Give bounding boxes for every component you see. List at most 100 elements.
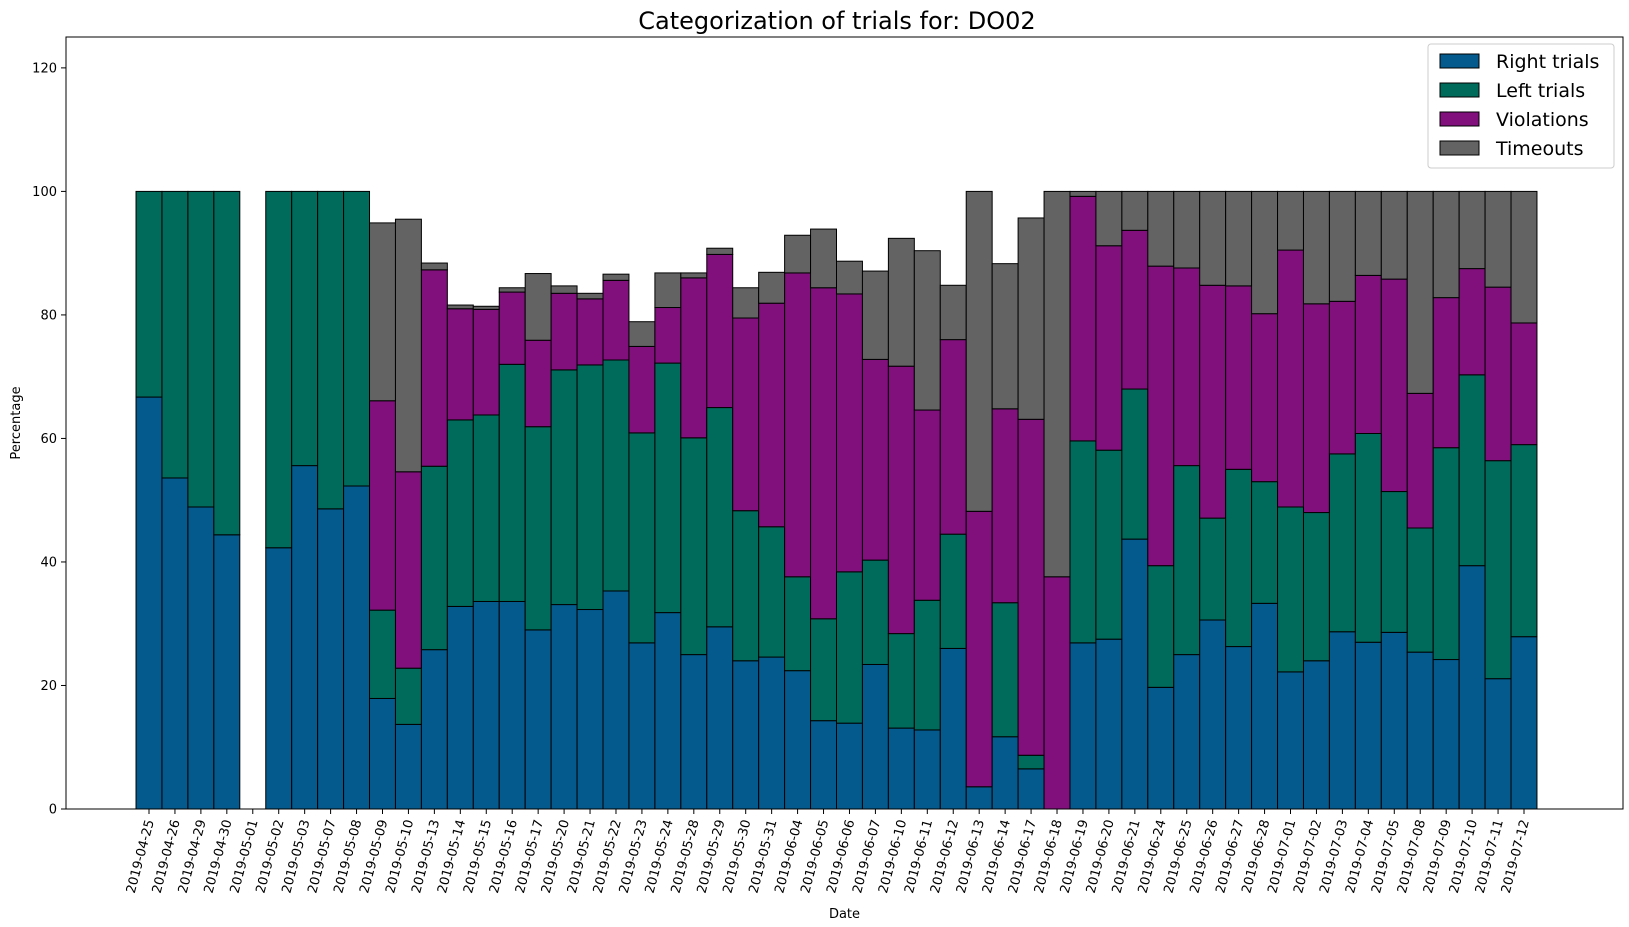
bar-segment-right-trials [420,649,448,810]
bar-segment-left-trials [654,362,682,614]
bar-segment-left-trials [550,369,578,606]
bar-segment-left-trials [1432,447,1460,661]
bar-segment-timeouts [1302,190,1330,305]
bar-segment-right-trials [784,670,812,810]
bar-segment-violations [576,298,604,366]
bar-segment-timeouts [1095,190,1123,247]
bar-segment-timeouts [887,237,915,367]
y-axis-label: Percentage [9,386,24,459]
bar-segment-right-trials [1380,631,1408,810]
bar-segment-right-trials [1069,642,1097,810]
bar-segment-right-trials [1017,768,1045,810]
bar-segment-right-trials [394,723,422,810]
bar-segment-left-trials [1354,433,1382,643]
bar-segment-violations [369,400,396,611]
bar-segment-violations [524,339,552,428]
bar-segment-timeouts [1432,190,1460,299]
y-tick-label: 20 [40,679,57,694]
bar-segment-right-trials [213,534,241,810]
bars-layer [135,190,1538,810]
y-tick-label: 0 [49,803,57,818]
bar-segment-left-trials [343,190,371,487]
bar-segment-violations [394,471,422,669]
bar-segment-timeouts [680,272,708,279]
bar-segment-timeouts [1121,190,1149,231]
bar-segment-violations [446,308,474,421]
bar-segment-left-trials [861,559,889,665]
y-tick-label: 120 [32,61,57,76]
bar-segment-violations [1095,245,1123,451]
bar-segment-left-trials [602,359,630,592]
bar-segment-left-trials [1121,388,1149,540]
bar-segment-right-trials [446,605,474,810]
bar-segment-left-trials [1484,460,1512,680]
bar-segment-right-trials [1458,565,1486,810]
bar-segment-violations [861,358,889,561]
bar-segment-right-trials [1302,660,1330,810]
bar-segment-violations [628,345,656,434]
bar-segment-timeouts [524,273,552,341]
bar-segment-violations [706,253,734,409]
bar-segment-timeouts [1017,217,1045,420]
bar-segment-timeouts [991,263,1019,410]
bar-segment-timeouts [784,234,812,274]
bar-segment-timeouts [1406,190,1434,394]
bar-segment-right-trials [836,722,863,810]
bar-segment-violations [1380,278,1408,493]
bar-segment-right-trials [1484,678,1512,810]
bar-segment-left-trials [1458,374,1486,567]
bar-segment-left-trials [1225,468,1253,648]
bar-segment-timeouts [861,270,889,360]
bar-segment-timeouts [420,262,448,271]
bar-segment-left-trials [161,190,189,479]
bar-segment-right-trials [810,720,837,810]
x-axis-label: Date [829,907,860,922]
bar-segment-timeouts [939,284,967,341]
bar-segment-right-trials [1199,619,1227,810]
bar-segment-violations [420,269,448,467]
bar-segment-violations [1069,195,1097,442]
chart-title: Categorization of trials for: DO02 [638,7,1035,35]
bar-segment-right-trials [1510,636,1538,810]
bar-segment-violations [602,279,630,361]
bar-segment-right-trials [654,612,682,810]
bar-segment-right-trials [343,485,371,810]
bar-segment-left-trials [1328,453,1356,633]
bar-segment-right-trials [187,506,215,810]
bar-segment-left-trials [1017,754,1045,770]
bar-segment-left-trials [991,602,1019,738]
bar-segment-left-trials [1095,449,1123,640]
bar-segment-timeouts [1147,190,1175,267]
bar-segment-right-trials [265,547,293,810]
legend-swatch [1439,53,1480,69]
bar-segment-left-trials [680,437,708,656]
bar-segment-timeouts [810,228,837,289]
bar-segment-left-trials [1302,512,1330,662]
bar-segment-violations [1017,418,1045,756]
bar-segment-left-trials [1199,517,1227,621]
bar-segment-left-trials [913,599,941,731]
bar-segment-timeouts [1484,190,1512,288]
x-axis: 2019-04-252019-04-262019-04-292019-04-30… [124,809,1533,895]
bar-segment-timeouts [965,190,993,512]
bar-segment-right-trials [887,727,915,810]
bar-segment-right-trials [1432,659,1460,810]
bar-segment-timeouts [602,273,630,281]
bar-segment-violations [1406,392,1434,529]
bar-segment-timeouts [1380,190,1408,280]
bar-segment-left-trials [810,618,837,722]
bar-segment-violations [758,302,786,528]
bar-segment-right-trials [628,642,656,810]
legend-label: Right trials [1496,51,1599,73]
bar-segment-right-trials [576,609,604,810]
bar-segment-timeouts [394,218,422,473]
bar-segment-right-trials [732,660,760,810]
bar-segment-left-trials [446,419,474,607]
bar-segment-timeouts [1173,190,1201,269]
bar-segment-violations [550,292,578,371]
bar-segment-left-trials [628,432,656,644]
bar-segment-violations [1043,576,1071,810]
bar-segment-violations [1302,303,1330,514]
bar-segment-timeouts [1328,190,1356,302]
